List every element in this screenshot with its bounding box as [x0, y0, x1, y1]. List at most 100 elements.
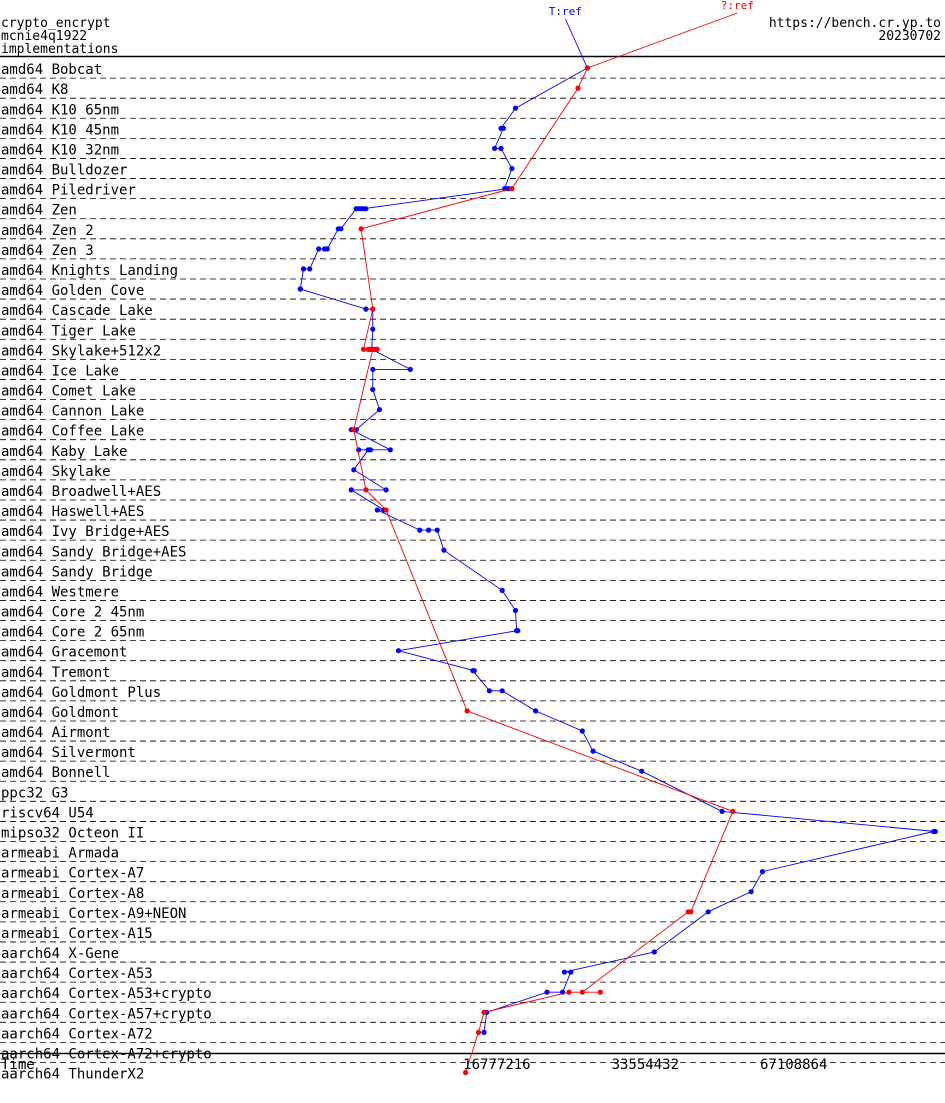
row-label: amd64 Sandy Bridge — [1, 564, 153, 580]
data-point — [363, 206, 369, 212]
row-label: aarch64 Cortex-A57+crypto — [1, 1006, 212, 1022]
row-label: amd64 Cannon Lake — [1, 404, 144, 420]
series-label-leader — [587, 12, 738, 69]
row-label: aarch64 Cortex-A53 — [1, 966, 153, 982]
data-point — [307, 266, 313, 272]
data-point — [719, 808, 725, 815]
data-point — [499, 587, 505, 594]
row-label: aarch64 X-Gene — [1, 946, 119, 962]
data-point — [486, 688, 492, 694]
data-point — [300, 266, 307, 272]
data-point — [579, 728, 585, 734]
x-tick-label: 16777216 — [463, 1057, 530, 1073]
data-point — [370, 366, 376, 372]
row-label: mipso32 Octeon II — [1, 826, 144, 842]
data-point — [533, 708, 539, 714]
row-label: aarch64 Cortex-A72 — [1, 1026, 153, 1042]
row-label: amd64 Broadwell+AES — [1, 484, 161, 500]
row-label: amd64 Gracemont — [1, 645, 127, 661]
series-line-0 — [299, 67, 936, 1033]
data-point — [575, 85, 581, 91]
header-line-3: implementations — [1, 42, 119, 57]
row-label: armeabi Armada — [1, 846, 119, 862]
data-point — [383, 487, 389, 493]
data-point — [374, 346, 380, 352]
row-label: riscv64 U54 — [1, 805, 94, 821]
data-point — [515, 628, 521, 634]
data-point — [561, 969, 568, 975]
data-point — [370, 346, 376, 352]
row-label: aarch64 Cortex-A72+crypto — [1, 1047, 212, 1063]
data-point — [509, 186, 515, 192]
data-point — [498, 145, 504, 151]
row-label: armeabi Cortex-A8 — [1, 886, 144, 902]
row-label: amd64 Silvermont — [1, 745, 136, 761]
data-point — [705, 909, 711, 915]
data-point — [335, 226, 341, 232]
row-separators — [0, 77, 945, 1063]
row-label: armeabi Cortex-A15 — [1, 926, 153, 942]
data-point — [500, 125, 506, 131]
data-point — [931, 828, 937, 835]
series-label-leader — [564, 18, 588, 69]
data-point — [651, 949, 657, 955]
data-point — [417, 527, 423, 533]
row-label: amd64 Zen — [1, 203, 77, 219]
x-axis-label: Time — [1, 1057, 35, 1073]
header-date: 20230702 — [878, 29, 941, 44]
row-label: amd64 K10 65nm — [1, 102, 119, 118]
series-label: T:ref — [549, 5, 582, 18]
row-label: amd64 Zen 2 — [1, 223, 94, 239]
data-point — [356, 447, 362, 453]
data-point — [370, 386, 376, 393]
row-label: aarch64 ThunderX2 — [1, 1067, 144, 1083]
row-label: amd64 Skylake — [1, 464, 111, 480]
row-label: amd64 Core 2 45nm — [1, 605, 144, 621]
row-label: amd64 Skylake+512x2 — [1, 343, 161, 359]
data-point — [597, 989, 603, 995]
data-point — [365, 447, 371, 453]
header-url: https://bench.cr.yp.to — [768, 16, 941, 31]
row-label: amd64 Knights Landing — [1, 263, 178, 279]
data-point — [590, 748, 596, 754]
row-label: amd64 Ivy Bridge+AES — [1, 524, 170, 540]
data-point — [481, 1029, 487, 1035]
data-point — [475, 1029, 482, 1035]
data-point — [358, 226, 364, 232]
row-label: amd64 Piledriver — [1, 183, 136, 199]
row-label: amd64 Westmere — [1, 584, 119, 600]
data-point — [730, 808, 736, 815]
data-point — [351, 467, 357, 473]
x-axis: Time 16777216 33554432 67108864 — [1, 1057, 827, 1073]
data-point — [748, 889, 754, 895]
row-label: amd64 K10 32nm — [1, 142, 119, 158]
row-label: amd64 Goldmont Plus — [1, 685, 161, 701]
data-point — [321, 246, 328, 252]
row-label: amd64 K10 45nm — [1, 122, 119, 138]
series-layer: T:ref ?:ref — [297, 0, 938, 1076]
row-label: amd64 Bonnell — [1, 765, 111, 781]
data-point — [360, 346, 367, 352]
data-point — [363, 487, 369, 493]
header-line-1: crypto_encrypt — [1, 16, 111, 31]
data-point — [568, 969, 574, 975]
data-point — [407, 366, 413, 372]
data-point — [363, 306, 369, 312]
data-point — [579, 989, 585, 995]
row-label: amd64 Tremont — [1, 665, 111, 681]
data-point — [370, 306, 376, 312]
data-point — [441, 547, 447, 553]
row-label: ppc32 G3 — [1, 785, 68, 801]
data-point — [370, 326, 376, 332]
row-label: aarch64 Cortex-A53+crypto — [1, 986, 212, 1002]
data-point — [463, 1069, 469, 1076]
data-point — [499, 688, 505, 694]
data-point — [316, 246, 322, 252]
data-point — [383, 507, 389, 513]
row-label: amd64 Kaby Lake — [1, 444, 127, 460]
data-point — [434, 527, 440, 533]
data-point — [685, 909, 691, 915]
data-point — [512, 607, 519, 614]
data-point — [395, 648, 402, 654]
